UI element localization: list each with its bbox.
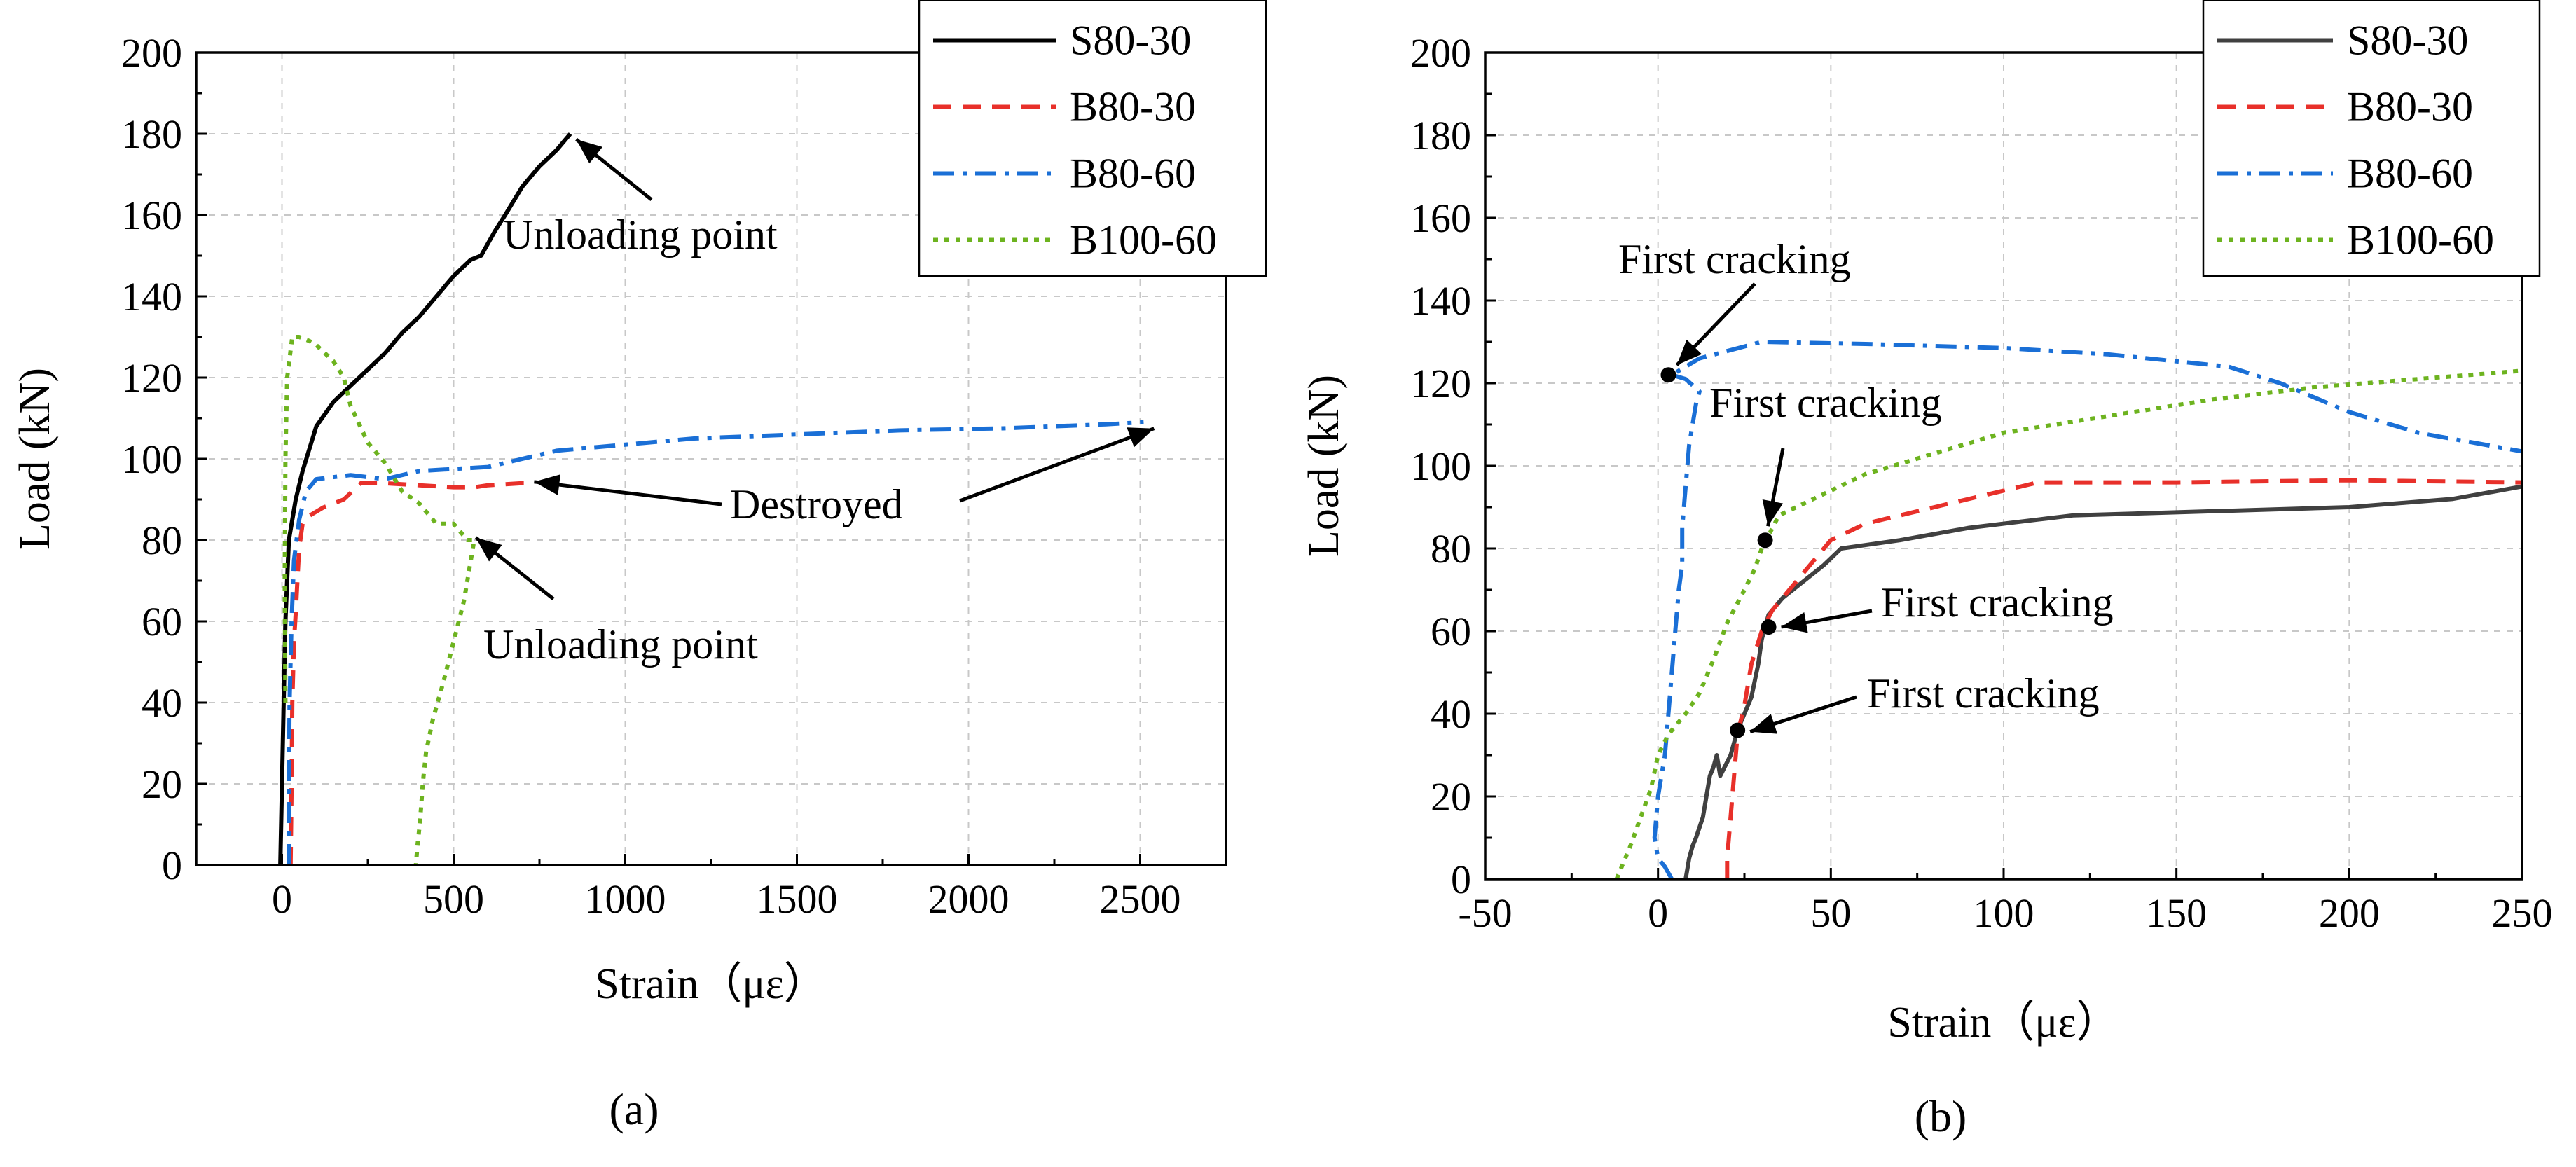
y-tick-label: 0 — [1451, 857, 1471, 902]
x-tick-label: 1000 — [585, 876, 666, 922]
annotation-label: First cracking — [1618, 236, 1851, 282]
chart-b-series — [1614, 340, 2522, 879]
y-tick-label: 0 — [162, 843, 182, 888]
y-tick-label: 140 — [121, 274, 182, 319]
y-tick-label: 60 — [142, 599, 182, 644]
x-tick-label: 0 — [272, 876, 292, 922]
legend-label: B80-60 — [1070, 151, 1196, 197]
chart-b-xlabel: Strain（με） — [1887, 999, 2119, 1047]
chart-a-xlabel: Strain（με） — [595, 960, 827, 1008]
chart-b: -50 0 50 100 150 200 2500204060801001201401601… — [1300, 0, 2553, 1141]
chart-a-annotations: Unloading point Destroyed Unloading point — [474, 138, 1155, 668]
x-tick-label: 2000 — [928, 876, 1010, 922]
annotation-arrow-head — [1762, 499, 1784, 527]
legend-label: B80-30 — [2347, 84, 2473, 130]
legend-label: B100-60 — [1070, 217, 1217, 263]
series-line-b80-30 — [288, 481, 526, 865]
y-tick-label: 160 — [1410, 195, 1471, 241]
chart-b-annotations: First cracking First cracking First cracki… — [1618, 236, 2114, 738]
y-tick-label: 40 — [142, 680, 182, 726]
y-tick-label: 180 — [121, 111, 182, 157]
chart-a: 0 500 1000 1500 2000 2500 0 20 40 60 80 100 120 140 16… — [11, 0, 1267, 1134]
x-tick-label: 100 — [1974, 890, 2034, 936]
annotation-arrow-head — [534, 474, 560, 495]
annotation-label: Unloading point — [483, 621, 758, 668]
annotation-arrow-head — [576, 139, 603, 164]
y-tick-label: 100 — [121, 436, 182, 482]
y-tick-label: 160 — [121, 193, 182, 238]
y-tick-label: 40 — [1431, 691, 1471, 737]
legend-label: B100-60 — [2347, 217, 2494, 263]
legend-label: B80-30 — [1070, 84, 1196, 130]
legend-label: S80-30 — [2347, 18, 2468, 64]
annotation-arrow-head — [1750, 714, 1778, 734]
annotation-label: First cracking — [1709, 380, 1942, 426]
annotation-label: Destroyed — [730, 481, 903, 527]
y-tick-label: 100 — [1410, 443, 1471, 489]
legend-label: B80-60 — [2347, 151, 2473, 197]
x-tick-label: 2500 — [1100, 876, 1181, 922]
annotation-label: First cracking — [1881, 579, 2114, 626]
series-line-b80-60 — [1652, 340, 2522, 879]
x-tick-label: 1500 — [757, 876, 838, 922]
chart-a-ylabel: Load (kN) — [11, 368, 59, 550]
y-tick-label: 200 — [1410, 30, 1471, 76]
y-tick-label: 60 — [1431, 609, 1471, 654]
cracking-point-marker — [1730, 722, 1746, 738]
chart-a-legend: S80-30 B80-30 B80-60 B100-60 — [918, 0, 1267, 277]
cracking-point-marker — [1757, 532, 1773, 548]
chart-b-panel-label: (b) — [1915, 1091, 1967, 1141]
y-tick-label: 20 — [1431, 774, 1471, 820]
annotation-arrow-head — [1676, 339, 1702, 366]
chart-b-legend: S80-30 B80-30 B80-60 B100-60 — [2202, 0, 2541, 277]
chart-b-ylabel: Load (kN) — [1300, 375, 1348, 557]
cracking-point-marker — [1761, 619, 1777, 635]
annotation-label: First cracking — [1867, 670, 2100, 717]
x-tick-label: 150 — [2146, 890, 2207, 936]
annotation-arrow — [534, 480, 722, 506]
legend-box — [918, 0, 1267, 277]
annotation-arrow-head — [1127, 427, 1155, 448]
series-line-s80-30 — [278, 132, 572, 865]
x-tick-label: -50 — [1458, 890, 1512, 936]
annotation-arrow-head — [1781, 612, 1808, 633]
y-tick-label: 120 — [121, 355, 182, 401]
x-tick-label: 200 — [2319, 890, 2380, 936]
annotation-label: Unloading point — [503, 212, 778, 258]
cracking-point-marker — [1660, 367, 1676, 383]
chart-b-ticks: -50 0 50 100 150 200 2500204060801001201401601… — [1410, 30, 2553, 936]
y-tick-label: 180 — [1410, 113, 1471, 158]
y-tick-label: 200 — [121, 30, 182, 76]
annotation-arrow-head — [476, 537, 502, 562]
y-tick-label: 80 — [142, 518, 182, 563]
x-tick-label: 0 — [1648, 890, 1668, 936]
series-line-b100-60 — [282, 335, 476, 865]
legend-box — [2202, 0, 2541, 277]
y-tick-label: 120 — [1410, 361, 1471, 406]
legend-label: S80-30 — [1070, 18, 1191, 64]
y-tick-label: 80 — [1431, 526, 1471, 572]
chart-a-panel-label: (a) — [609, 1084, 659, 1134]
chart-a-ticks: 0 500 1000 1500 2000 2500 0 20 40 60 80 100 120 140 16… — [121, 30, 1181, 922]
x-tick-label: 500 — [423, 876, 484, 922]
series-line-b80-30 — [1725, 478, 2522, 879]
y-tick-label: 20 — [142, 761, 182, 807]
series-line-s80-30 — [1683, 484, 2522, 879]
annotation-arrow — [959, 427, 1155, 503]
y-tick-label: 140 — [1410, 278, 1471, 324]
series-line-b80-60 — [287, 420, 1144, 865]
x-tick-label: 50 — [1810, 890, 1851, 936]
chart-a-series — [278, 132, 1144, 865]
x-tick-label: 250 — [2492, 890, 2553, 936]
